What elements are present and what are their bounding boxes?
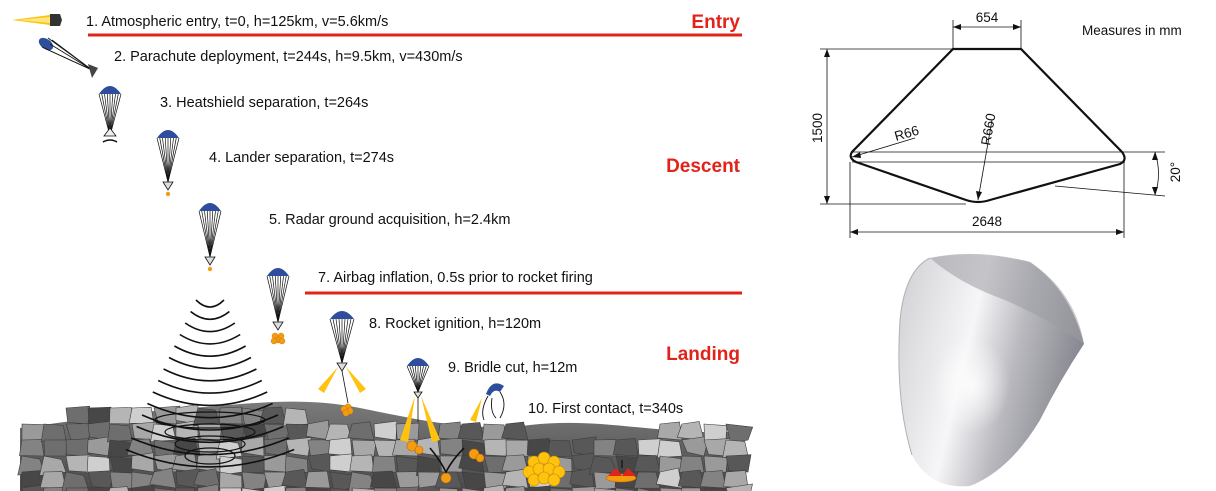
dim-base-width: 2648 xyxy=(972,214,1002,229)
step-label-4: 4. Lander separation, t=274s xyxy=(209,150,394,166)
step-label-3: 3. Heatshield separation, t=264s xyxy=(160,95,368,111)
dim-nose-radius: R660 xyxy=(978,112,998,146)
drogue-parachute-icon xyxy=(38,37,98,78)
step-label-10: 10. First contact, t=340s xyxy=(528,401,683,417)
step-label-8: 8. Rocket ignition, h=120m xyxy=(369,316,541,332)
phase-landing: Landing xyxy=(666,344,740,365)
heatshield-3d-render xyxy=(898,253,1084,487)
airbag-cluster-icon xyxy=(522,451,566,487)
heatshield-separation-parachute-icon xyxy=(98,86,122,143)
radar-arcs xyxy=(125,299,295,468)
airbag-inflation-parachute-icon xyxy=(266,268,290,345)
step-label-7: 7. Airbag inflation, 0.5s prior to rocke… xyxy=(318,270,593,286)
dim-corner-radius: R66 xyxy=(893,123,921,144)
bridle-cut-parachute-icon xyxy=(400,358,440,442)
dim-top-width: 654 xyxy=(976,10,999,25)
step-label-2: 2. Parachute deployment, t=244s, h=9.5km… xyxy=(114,49,463,65)
step-label-5: 5. Radar ground acquisition, h=2.4km xyxy=(269,212,510,228)
opened-lander-icon xyxy=(605,460,637,483)
units-note: Measures in mm xyxy=(1082,23,1182,38)
lander-separation-parachute-icon xyxy=(156,130,180,197)
step-label-9: 9. Bridle cut, h=12m xyxy=(448,360,577,376)
lander-on-ground-icons xyxy=(406,440,637,487)
bouncing-airbag-icon xyxy=(406,440,485,484)
entry-probe-icon xyxy=(12,14,62,26)
phase-descent: Descent xyxy=(666,156,741,177)
deflating-parachute-icon xyxy=(470,383,505,422)
heatshield-technical-drawing xyxy=(820,20,1166,238)
radar-acquisition-parachute-icon xyxy=(198,203,222,272)
dim-angle: 20° xyxy=(1168,162,1183,182)
dim-height: 1500 xyxy=(810,113,825,143)
rocket-ignition-parachute-icon xyxy=(318,311,366,417)
phase-entry: Entry xyxy=(691,12,740,33)
step-label-1: 1. Atmospheric entry, t=0, h=125km, v=5.… xyxy=(86,14,388,30)
